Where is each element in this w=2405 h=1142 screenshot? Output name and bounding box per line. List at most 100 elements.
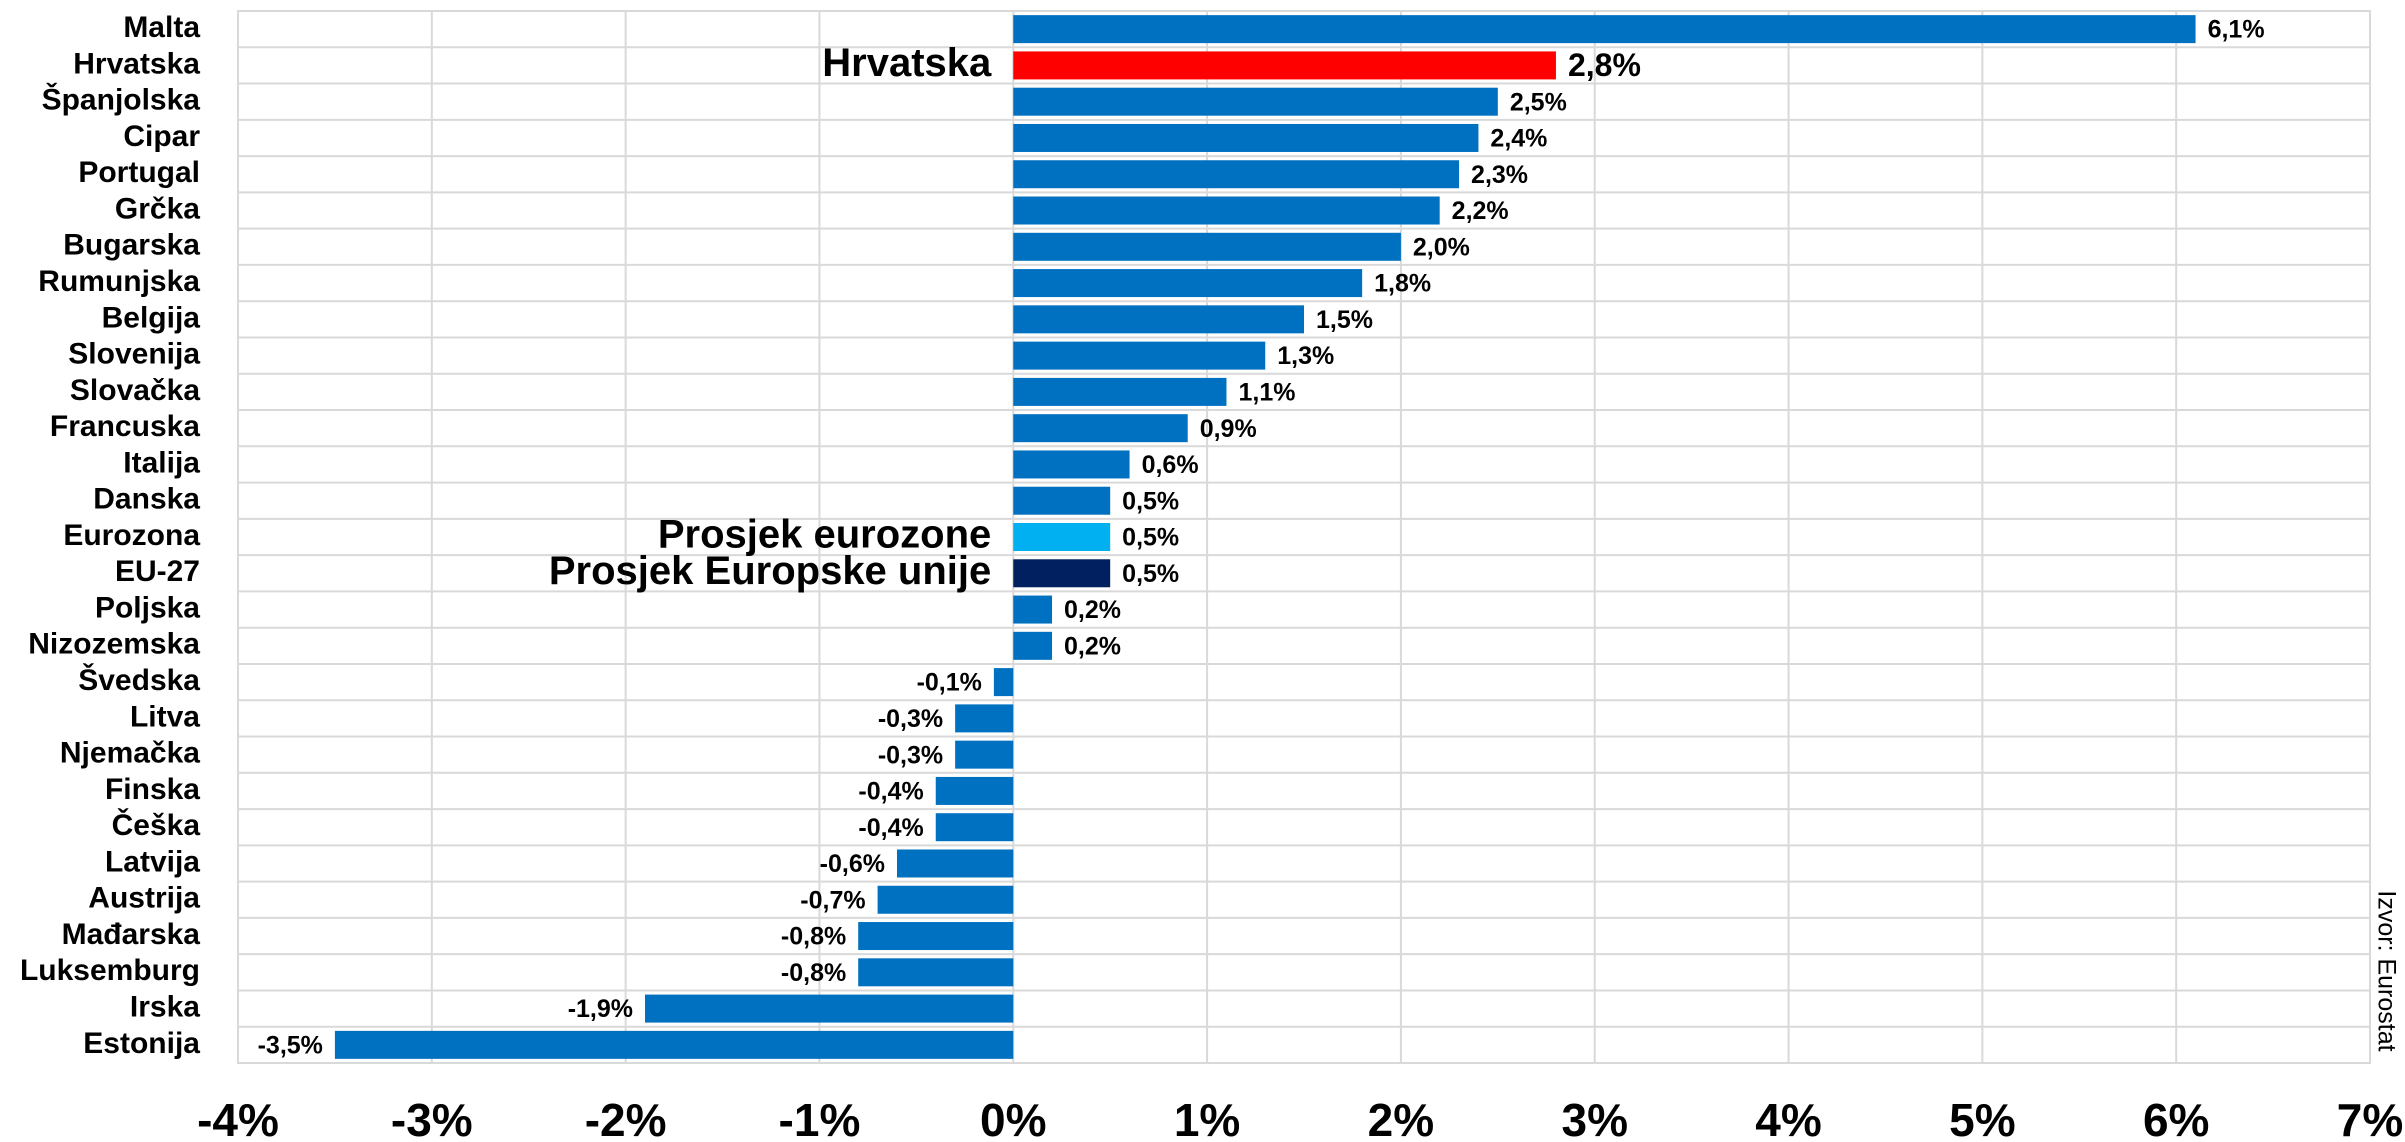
x-tick-label: 5% [1949, 1094, 2015, 1142]
x-tick-label: -1% [779, 1094, 861, 1142]
source: Izvor: Eurostat [2372, 890, 2400, 1051]
y-tick-label: Španjolska [42, 83, 201, 117]
value-label: 1,3% [1277, 342, 1334, 370]
x-tick-label: 2% [1368, 1094, 1434, 1142]
x-tick-label: -4% [197, 1094, 279, 1142]
x-tick-label: 4% [1755, 1094, 1821, 1142]
x-tick-label: 7% [2337, 1094, 2403, 1142]
x-tick-label: 1% [1174, 1094, 1240, 1142]
bar [1013, 160, 1460, 189]
value-label: -0,4% [858, 778, 923, 806]
y-tick-label: Češka [112, 808, 201, 842]
value-label: 0,2% [1064, 596, 1121, 624]
y-tick-label: Njemačka [60, 737, 200, 770]
x-tick-label: -3% [391, 1094, 473, 1142]
bar [1013, 232, 1401, 261]
bar [1013, 269, 1363, 298]
annotation: Hrvatska [822, 41, 992, 85]
bar [1013, 450, 1130, 479]
y-tick-label: Mađarska [62, 918, 201, 951]
bar [877, 885, 1014, 914]
value-label: -0,4% [858, 814, 923, 842]
bar [1013, 51, 1556, 80]
bar [645, 994, 1014, 1023]
value-label: -0,3% [878, 705, 943, 733]
bar [993, 668, 1014, 697]
y-tick-label: Irska [130, 991, 200, 1024]
y-tick-label: Francuska [50, 410, 200, 443]
bar [1013, 341, 1266, 370]
bar [1013, 595, 1053, 624]
bar [955, 704, 1014, 733]
bar [1013, 631, 1053, 660]
bar [1013, 123, 1479, 152]
bar [935, 776, 1014, 805]
value-label: 0,9% [1200, 415, 1257, 443]
y-tick-label: Poljska [95, 591, 200, 624]
bar [955, 740, 1014, 769]
y-tick-label: Danska [93, 483, 200, 516]
bar [935, 813, 1014, 842]
value-label: -1,9% [568, 995, 633, 1023]
value-label: -0,1% [917, 669, 982, 697]
annotation: Prosjek eurozone [658, 513, 991, 557]
bar [1013, 305, 1304, 334]
y-tick-label: Finska [105, 773, 200, 806]
y-tick-label: Portugal [78, 156, 200, 189]
x-tick-label: -2% [585, 1094, 667, 1142]
y-tick-label: Slovenija [68, 338, 200, 371]
y-tick-label: Slovačka [70, 374, 200, 407]
bar [1013, 196, 1440, 225]
value-label: 1,5% [1316, 306, 1373, 334]
value-label: -0,8% [781, 923, 846, 951]
y-tick-label: Italija [123, 446, 200, 479]
value-label: -0,7% [800, 886, 865, 914]
value-label: 2,5% [1510, 88, 1567, 116]
value-label: 2,3% [1471, 161, 1528, 189]
y-tick-label: Latvija [105, 845, 200, 878]
x-tick-label: 0% [980, 1094, 1046, 1142]
y-tick-label: Austrija [88, 882, 200, 915]
value-label: 6,1% [2208, 16, 2265, 44]
value-label: -3,5% [258, 1031, 323, 1059]
value-label: 2,2% [1452, 197, 1509, 225]
y-tick-label: Estonija [83, 1027, 200, 1060]
y-tick-label: Rumunjska [38, 265, 200, 298]
bar [1013, 486, 1111, 515]
y-tick-label: Belgija [102, 301, 201, 334]
value-label: 2,0% [1413, 233, 1470, 261]
value-label: 0,5% [1122, 487, 1179, 515]
bar [896, 849, 1014, 878]
annotation: Prosjek Europske unije [549, 549, 991, 593]
value-label: 0,2% [1064, 632, 1121, 660]
value-label: 2,4% [1490, 125, 1547, 153]
x-tick-label: 3% [1561, 1094, 1627, 1142]
value-label: -0,8% [781, 959, 846, 987]
value-label: 1,1% [1238, 379, 1295, 407]
value-label: 0,5% [1122, 524, 1179, 552]
bar [858, 958, 1014, 987]
bar [1013, 414, 1188, 443]
y-tick-label: Cipar [123, 120, 200, 153]
y-tick-label: Eurozona [63, 519, 200, 552]
bar [858, 922, 1014, 951]
y-tick-label: Luksemburg [20, 954, 200, 987]
y-tick-label: Bugarska [63, 229, 200, 262]
value-label: 1,8% [1374, 270, 1431, 298]
value-label: 2,8% [1568, 47, 1641, 83]
bar [1013, 523, 1111, 551]
y-tick-label: EU-27 [115, 555, 200, 588]
x-tick-label: 6% [2143, 1094, 2209, 1142]
y-tick-label: Litva [130, 700, 200, 733]
y-tick-label: Švedska [78, 663, 200, 697]
value-label: 0,5% [1122, 560, 1179, 588]
y-tick-label: Malta [123, 11, 200, 44]
y-tick-label: Grčka [115, 192, 200, 225]
y-tick-label: Hrvatska [73, 47, 200, 80]
bar [1013, 87, 1498, 116]
y-tick-label: Nizozemska [28, 628, 200, 661]
bar [1013, 15, 2196, 44]
value-label: -0,3% [878, 741, 943, 769]
bar [334, 1030, 1014, 1059]
